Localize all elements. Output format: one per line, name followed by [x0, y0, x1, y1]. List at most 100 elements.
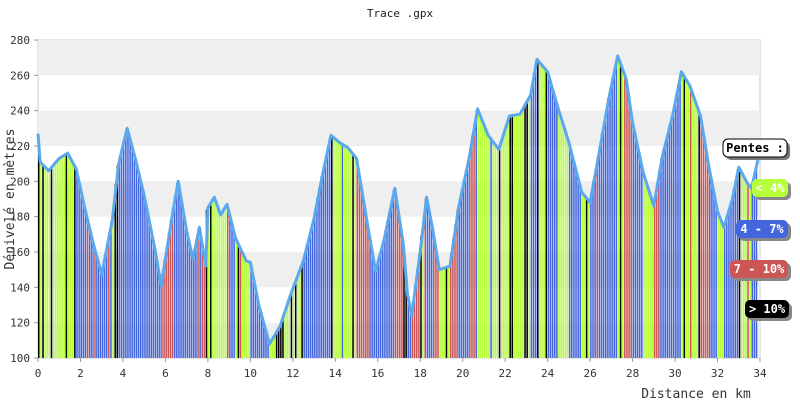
slope-bar: [513, 116, 516, 358]
slope-bar: [445, 268, 448, 358]
slope-bar: [188, 241, 191, 358]
slope-bar: [541, 66, 543, 358]
slope-bar: [139, 179, 142, 358]
slope-bar: [214, 199, 216, 358]
slope-bar: [307, 237, 310, 358]
slope-bar: [91, 236, 93, 358]
slope-bar: [186, 232, 189, 358]
slope-bar: [269, 342, 271, 358]
slope-bar: [723, 221, 726, 358]
slope-bar: [294, 279, 297, 358]
slope-bar: [411, 301, 414, 358]
slope-bar: [662, 149, 664, 358]
slope-bar: [711, 180, 713, 358]
slope-bar: [706, 156, 709, 358]
slope-bar: [415, 269, 418, 358]
y-tick-label: 100: [10, 352, 30, 365]
slope-bar: [93, 244, 95, 358]
slope-bar: [97, 260, 99, 358]
slope-bar: [649, 194, 652, 358]
slope-bar: [80, 190, 82, 358]
slope-bar: [108, 232, 110, 358]
slope-bar: [628, 95, 630, 358]
slope-bar: [305, 245, 308, 358]
x-tick-label: 32: [711, 367, 724, 380]
slope-bar: [48, 170, 51, 358]
slope-bar: [348, 149, 350, 358]
x-tick-label: 18: [414, 367, 427, 380]
slope-bar: [418, 253, 420, 358]
slope-bar: [99, 268, 102, 358]
slope-bar: [452, 238, 454, 358]
slope-bar: [314, 209, 316, 358]
slope-bar: [494, 145, 497, 358]
slope-bar: [356, 160, 359, 358]
slope-bar: [127, 130, 129, 358]
slope-bar: [664, 141, 666, 358]
slope-bar: [201, 241, 204, 358]
slope-bar: [256, 296, 259, 358]
slope-bar: [638, 154, 641, 358]
slope-bar: [587, 201, 590, 358]
slope-bar: [717, 213, 720, 358]
slope-bar: [369, 236, 371, 358]
slope-bar: [422, 217, 424, 358]
slope-bar: [407, 296, 410, 358]
slope-bar: [131, 146, 133, 358]
slope-bar: [352, 154, 354, 358]
slope-bar: [443, 269, 446, 358]
slope-bar: [432, 232, 435, 358]
x-tick-label: 20: [456, 367, 469, 380]
slope-bar: [522, 108, 524, 359]
slope-bar: [248, 263, 250, 358]
slope-bar: [207, 206, 210, 358]
slope-bar: [76, 170, 78, 358]
slope-bar: [301, 262, 303, 358]
slope-bar: [672, 105, 675, 358]
slope-bar: [358, 172, 361, 358]
slope-bar: [447, 267, 450, 358]
slope-bar: [503, 131, 505, 358]
slope-bar: [288, 296, 291, 358]
slope-bar: [275, 331, 278, 358]
slope-bar: [377, 257, 380, 358]
slope-bar: [617, 57, 620, 359]
slope-bar: [532, 72, 535, 358]
slope-bar: [239, 248, 242, 358]
y-tick-label: 160: [10, 246, 30, 259]
slope-bar: [254, 285, 257, 358]
slope-bar: [182, 207, 184, 358]
slope-bar: [547, 73, 550, 359]
slope-bar: [477, 110, 480, 359]
y-tick-label: 140: [10, 281, 30, 294]
slope-bars: [38, 57, 758, 359]
slope-bar: [537, 61, 539, 358]
slope-bar: [630, 110, 632, 358]
slope-bar: [598, 146, 601, 358]
legend-title-box: Pentes :: [722, 138, 790, 160]
slope-bar: [210, 202, 212, 358]
slope-bar: [702, 130, 705, 358]
slope-bar: [517, 115, 520, 358]
slope-bar: [624, 74, 626, 359]
slope-bar: [607, 98, 609, 359]
slope-bar: [471, 135, 473, 358]
slope-bar: [284, 308, 286, 358]
slope-bar: [490, 139, 492, 358]
slope-bar: [384, 231, 386, 358]
legend-label: 7 - 10%: [734, 262, 785, 276]
legend-title: Pentes :: [726, 141, 784, 155]
slope-bar: [698, 111, 700, 358]
slope-bar: [216, 204, 218, 358]
slope-bar: [82, 199, 85, 358]
y-tick-label: 260: [10, 69, 30, 82]
legend-swatch: [736, 220, 788, 238]
slope-bar: [687, 84, 690, 359]
slope-bar: [660, 158, 662, 358]
slope-bar: [154, 250, 157, 358]
slope-bar: [430, 221, 433, 358]
slope-bar: [594, 169, 596, 358]
slope-bar: [596, 157, 599, 358]
slope-bar: [551, 88, 554, 358]
slope-bar: [373, 260, 376, 358]
